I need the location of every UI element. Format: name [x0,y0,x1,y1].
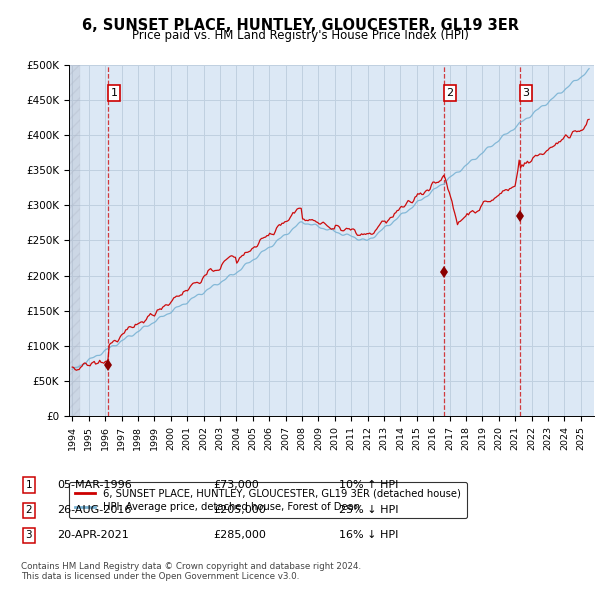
Text: 26-AUG-2016: 26-AUG-2016 [57,506,131,515]
Text: £73,000: £73,000 [213,480,259,490]
Text: 16% ↓ HPI: 16% ↓ HPI [339,530,398,540]
Text: £205,000: £205,000 [213,506,266,515]
Text: 05-MAR-1996: 05-MAR-1996 [57,480,132,490]
Bar [69,65,80,416]
Text: 3: 3 [523,88,530,98]
Text: 3: 3 [25,530,32,540]
Text: Contains HM Land Registry data © Crown copyright and database right 2024.
This d: Contains HM Land Registry data © Crown c… [21,562,361,581]
Text: Price paid vs. HM Land Registry's House Price Index (HPI): Price paid vs. HM Land Registry's House … [131,30,469,42]
Text: 2: 2 [25,506,32,515]
Text: 25% ↓ HPI: 25% ↓ HPI [339,506,398,515]
Text: 10% ↑ HPI: 10% ↑ HPI [339,480,398,490]
Text: 20-APR-2021: 20-APR-2021 [57,530,129,540]
Text: £285,000: £285,000 [213,530,266,540]
Text: 6, SUNSET PLACE, HUNTLEY, GLOUCESTER, GL19 3ER: 6, SUNSET PLACE, HUNTLEY, GLOUCESTER, GL… [82,18,518,32]
Text: 1: 1 [25,480,32,490]
Text: 2: 2 [446,88,454,98]
Text: 1: 1 [110,88,118,98]
Legend: 6, SUNSET PLACE, HUNTLEY, GLOUCESTER, GL19 3ER (detached house), HPI: Average pr: 6, SUNSET PLACE, HUNTLEY, GLOUCESTER, GL… [69,483,467,519]
